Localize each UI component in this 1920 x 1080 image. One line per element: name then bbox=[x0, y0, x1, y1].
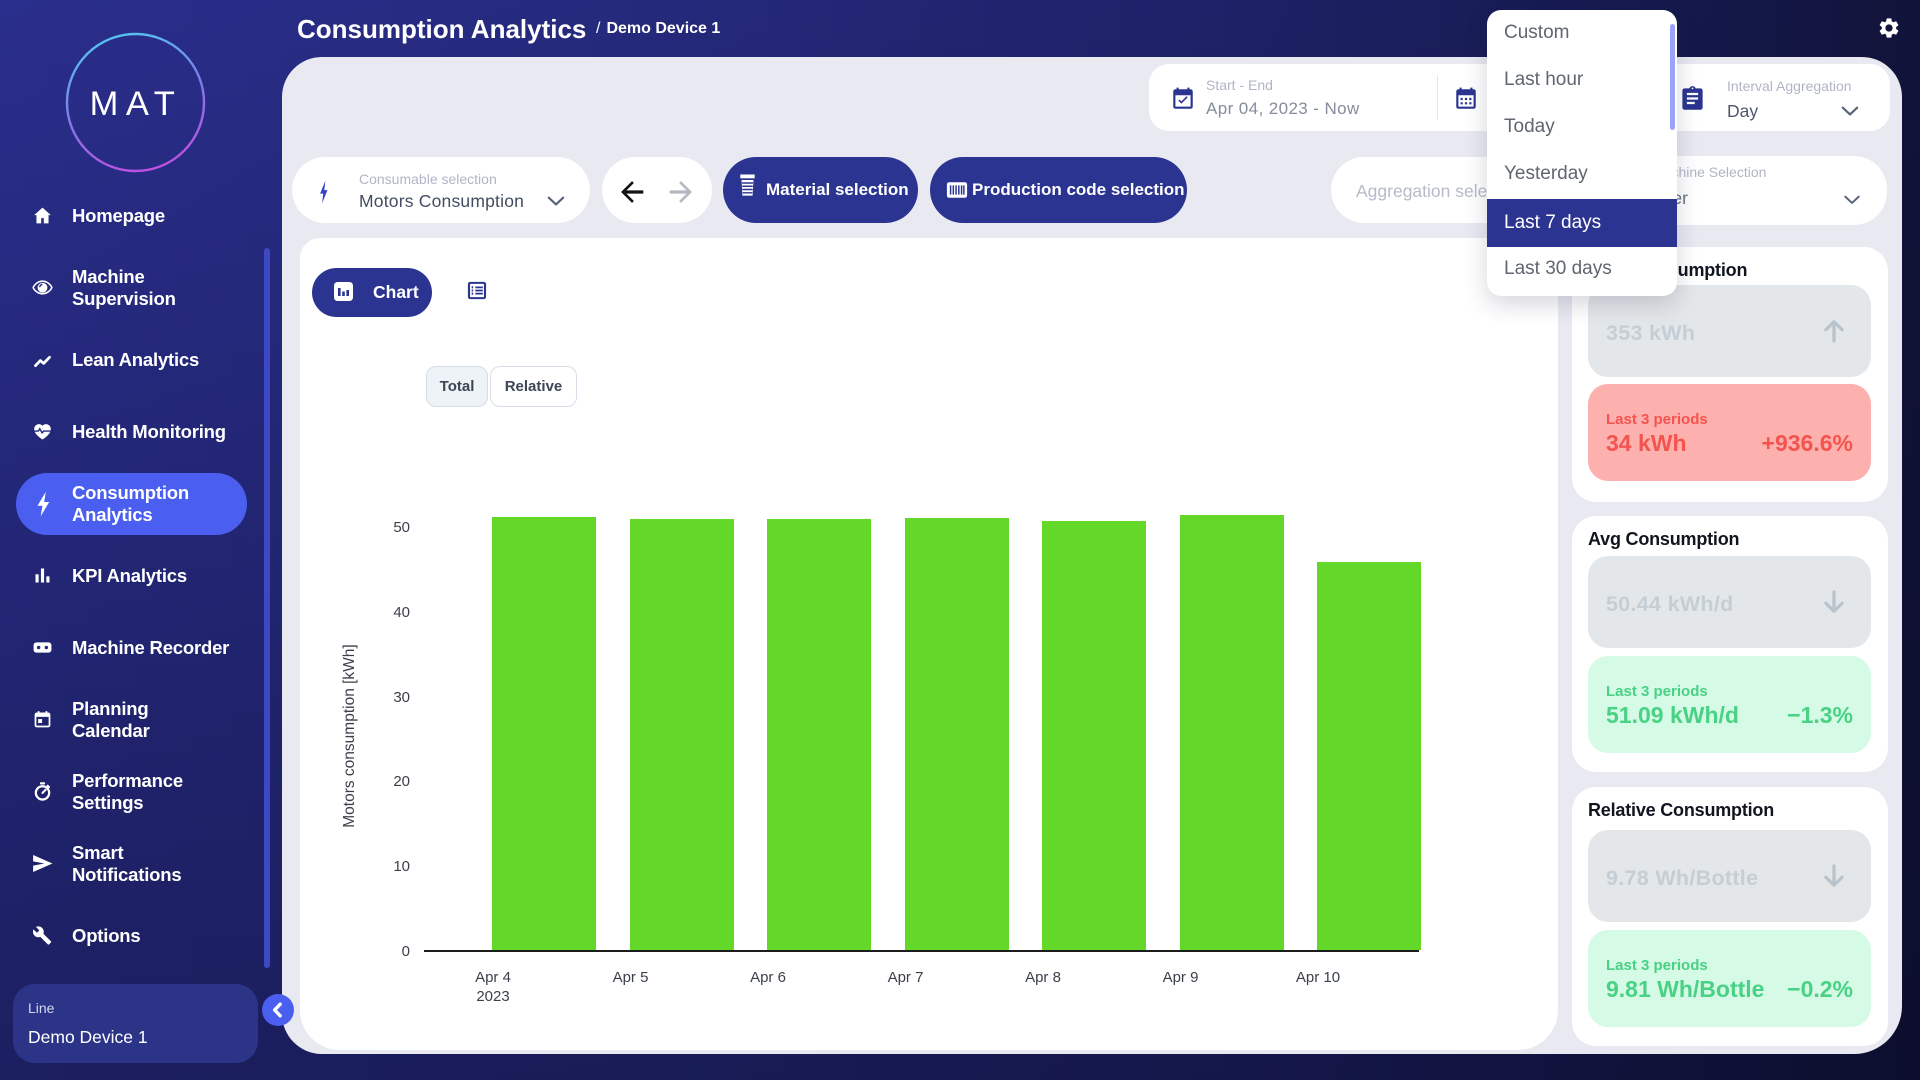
svg-text:MAT: MAT bbox=[90, 85, 183, 123]
